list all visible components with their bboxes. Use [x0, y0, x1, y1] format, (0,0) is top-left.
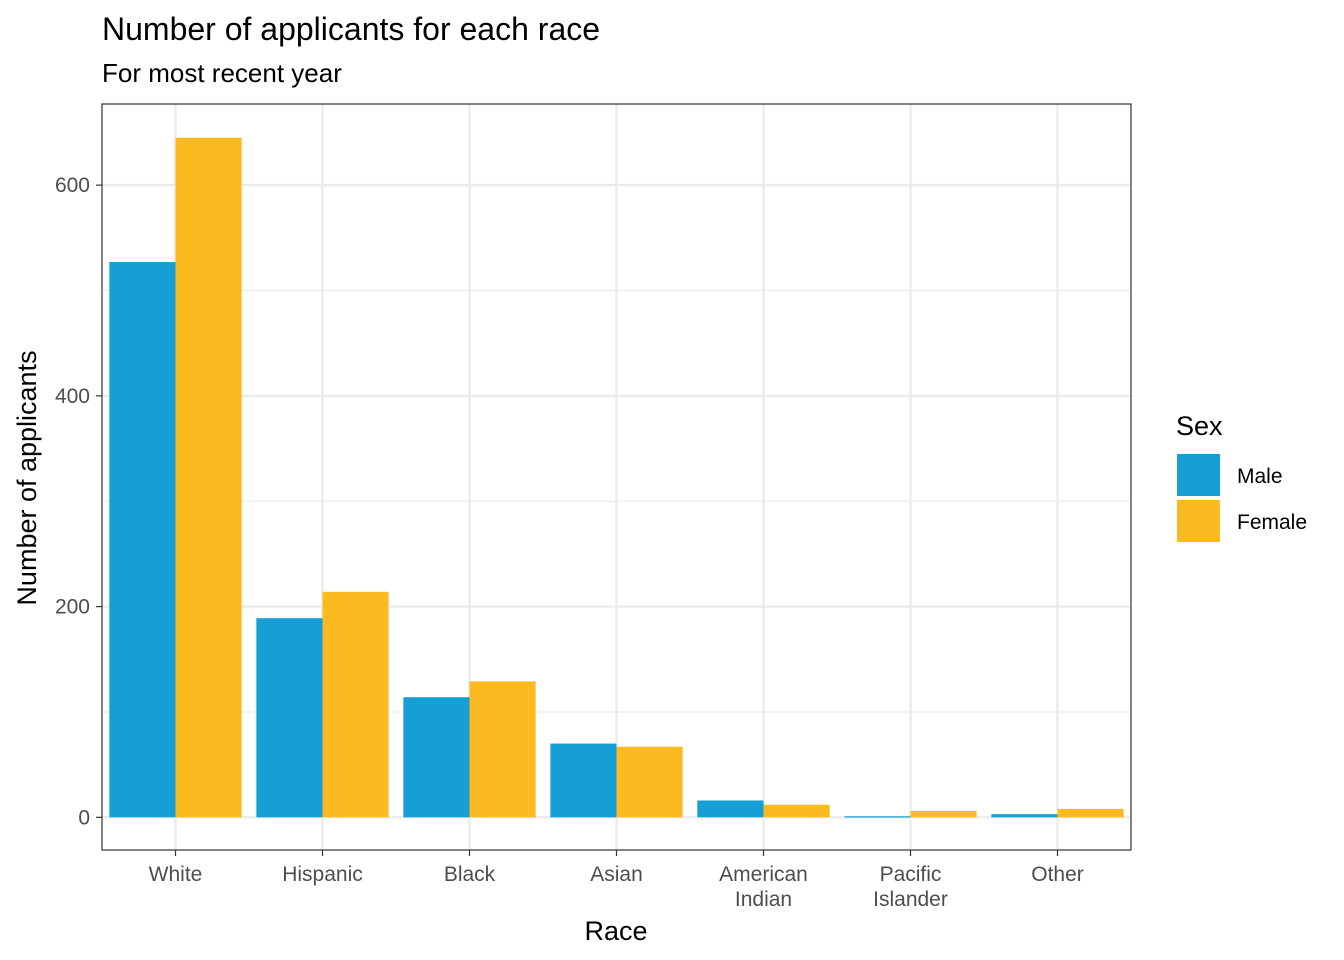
bar-female [469, 681, 536, 818]
y-tick-label: 200 [55, 596, 90, 619]
bars [109, 137, 1124, 818]
bar-female [616, 746, 683, 818]
bar-female [175, 137, 242, 818]
x-tick-label: Black [444, 863, 496, 886]
bar-male [844, 816, 911, 818]
legend: Sex Male Female [1176, 411, 1307, 542]
x-tick-label: Pacific Islander [873, 863, 948, 911]
bar-male [109, 262, 176, 818]
y-tick-label: 0 [78, 806, 90, 829]
x-tick-label: Hispanic [282, 863, 363, 886]
y-axis-title: Number of applicants [12, 350, 42, 605]
chart-subtitle: For most recent year [102, 58, 342, 88]
x-tick-label: White [149, 863, 203, 886]
chart-title: Number of applicants for each race [102, 11, 600, 47]
bar-male [403, 697, 470, 818]
x-tick-label: American Indian [719, 863, 808, 911]
bar-male [991, 814, 1058, 818]
y-axis: 0 200 400 600 [55, 174, 102, 829]
y-tick-label: 400 [55, 385, 90, 408]
bar-female [910, 811, 977, 818]
legend-label-female: Female [1237, 511, 1307, 534]
x-tick-label: Asian [590, 863, 643, 886]
x-tick-label: Other [1031, 863, 1084, 886]
bar-female [322, 591, 389, 818]
y-tick-label: 600 [55, 174, 90, 197]
bar-male [256, 618, 323, 818]
x-axis: White Hispanic Black Asian American Indian Pac… [149, 850, 1084, 911]
legend-title: Sex [1176, 411, 1223, 441]
legend-label-male: Male [1237, 465, 1283, 488]
bar-female [763, 804, 830, 818]
bar-female [1057, 808, 1124, 818]
legend-key-female [1177, 500, 1220, 542]
x-axis-title: Race [584, 916, 647, 946]
bar-male [697, 800, 764, 818]
legend-key-male [1177, 454, 1220, 496]
bar-male [550, 743, 617, 818]
